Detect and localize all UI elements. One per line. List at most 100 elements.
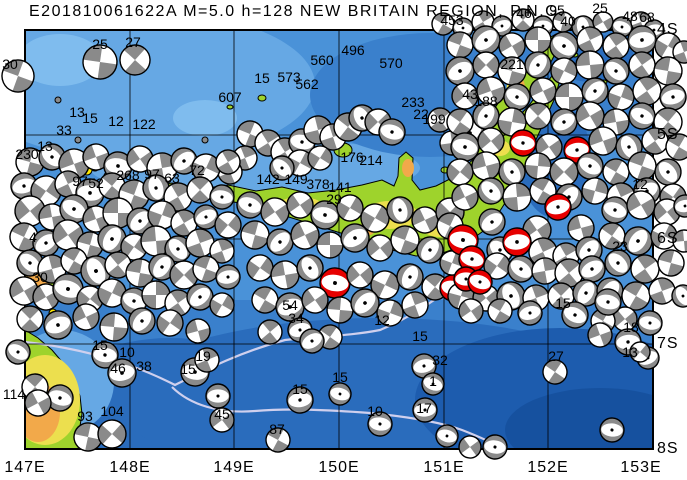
depth-label: 30 [32,269,48,285]
depth-label: 45 [214,406,230,422]
focal-mechanism-beachball [126,145,154,173]
focal-mechanism-beachball [471,151,501,181]
focal-mechanism-beachball [650,222,678,250]
focal-mechanism-beachball [549,31,579,61]
focal-mechanism-beachball [186,176,214,204]
focal-mechanism-beachball [192,255,220,283]
focal-mechanism-beachball [1,59,35,93]
focal-mechanism-beachball [340,223,370,253]
focal-mechanism-beachball [602,57,630,85]
focal-mechanism-beachball [193,204,219,230]
focal-mechanism-beachball [370,270,400,300]
depth-label: 22 [413,106,429,122]
focal-mechanism-beachball [16,305,44,333]
depth-label: 221 [500,56,524,72]
focal-mechanism-beachball [205,383,231,409]
focal-mechanism-beachball [507,255,535,283]
focal-mechanism-beachball [286,386,314,414]
focal-mechanism-beachball [612,306,638,332]
focal-mechanism-beachball [550,57,578,85]
focal-mechanism-beachball [549,157,579,187]
depth-label: 15 [180,361,196,377]
focal-mechanism-beachball [592,11,614,33]
focal-mechanism-beachball [467,269,493,295]
focal-mechanism-beachball [60,247,88,275]
focal-mechanism-beachball [497,56,527,86]
focal-mechanism-beachball [524,26,552,54]
focal-mechanism-beachball [497,107,527,137]
focal-mechanism-beachball [185,318,211,344]
focal-mechanism-beachball [310,200,340,230]
focal-mechanism-beachball [141,280,171,310]
focal-mechanism-beachball [376,299,404,327]
focal-mechanism-beachball [214,211,242,239]
focal-mechanism-beachball [478,208,506,236]
focal-mechanism-beachball [91,341,119,369]
focal-mechanism-beachball [52,219,84,251]
focal-mechanism-beachball [511,8,535,32]
depth-label: 25 [592,0,608,16]
focal-mechanism-beachball [544,193,572,221]
focal-mechanism-beachball [604,249,632,277]
depth-label: 12 [108,113,124,129]
focal-mechanism-beachball [446,31,474,59]
focal-mechanism-beachball [450,132,480,162]
depth-label: 15 [254,70,270,86]
focal-mechanism-beachball [632,76,662,106]
focal-mechanism-beachball [641,127,669,155]
focal-mechanism-beachball [628,51,656,79]
depth-label: 15 [412,328,428,344]
focal-mechanism-layer [1,8,687,460]
focal-mechanism-beachball [307,145,333,171]
focal-mechanism-beachball [572,279,600,307]
depth-label: 32 [432,352,448,368]
focal-mechanism-beachball [156,309,184,337]
focal-mechanism-beachball [215,264,241,290]
focal-mechanism-beachball [328,382,352,406]
depth-label: 149 [284,171,308,187]
depth-label: 33 [56,122,72,138]
focal-mechanism-beachball [367,411,393,437]
focal-mechanism-beachball [439,250,465,276]
focal-mechanism-beachball [654,158,682,186]
depth-label: 40 [560,13,576,29]
depth-label: 573 [277,69,301,85]
depth-label: 10 [119,344,135,360]
focal-mechanism-beachball [401,291,429,319]
depth-label: 104 [100,403,124,419]
focal-mechanism-beachball [627,151,657,181]
focal-mechanism-beachball [73,422,103,452]
latitude-label: 4S [657,21,679,38]
focal-mechanism-beachball [476,76,506,106]
focal-mechanism-beachball [587,322,613,348]
focal-mechanism-beachball [602,108,630,136]
longitude-label: 152E [527,459,569,476]
focal-mechanism-beachball [97,419,127,449]
focal-mechanism-beachball [43,310,73,340]
focal-mechanism-beachball [529,77,557,105]
depth-label: 15 [292,381,308,397]
focal-mechanism-beachball [581,77,609,105]
focal-mechanism-beachball [630,254,660,284]
depth-label: 46 [516,5,532,21]
focal-mechanism-beachball [16,249,44,277]
focal-mechanism-beachball [623,226,653,256]
depth-label: 188 [474,93,498,109]
focal-mechanism-beachball [601,196,629,224]
longitude-label: 149E [213,459,255,476]
depth-label: 97 [144,166,160,182]
focal-mechanism-beachball [59,194,89,224]
focal-mechanism-beachball [360,203,390,233]
focal-mechanism-beachball [477,127,505,155]
focal-mechanism-beachball [209,184,235,210]
focal-mechanism-beachball [9,276,39,306]
depth-label: 52 [88,175,104,191]
focal-mechanism-beachball [119,44,151,76]
depth-label: 30 [2,56,18,72]
focal-mechanism-beachball [542,359,568,385]
depth-label: 48 [622,8,638,24]
focal-mechanism-beachball [482,434,508,460]
depth-label: 46 [110,360,126,376]
focal-mechanism-beachball [648,277,676,305]
longitude-label: 151E [423,459,465,476]
